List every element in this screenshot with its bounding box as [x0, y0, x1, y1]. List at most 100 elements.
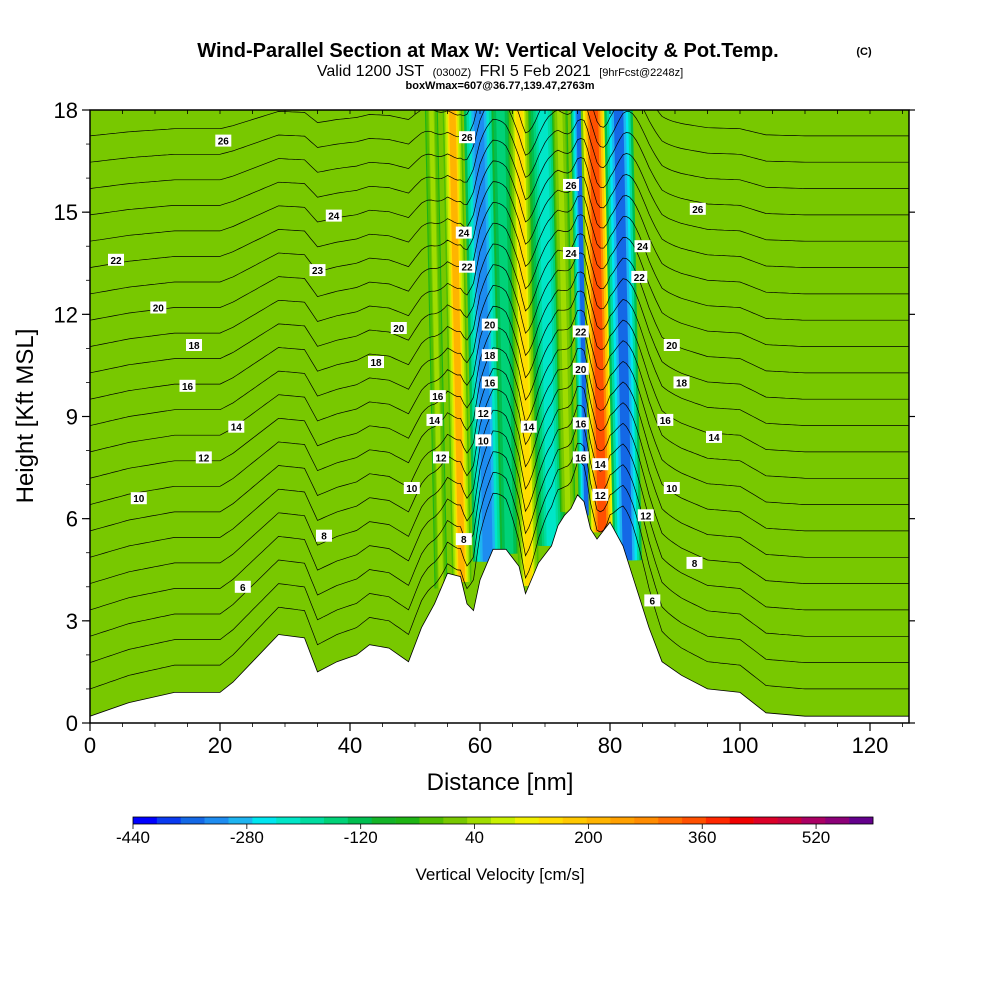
theta-label-14: 10: [130, 492, 147, 505]
theta-label-box: [686, 556, 703, 569]
theta-contour-22: [90, 118, 909, 216]
theta-label-box: [475, 407, 492, 420]
theta-contour-4: [90, 461, 909, 690]
theta-label-43: 10: [663, 482, 680, 495]
valid-time-line: Valid 1200 JST (0300Z) FRI 5 Feb 2021 [9…: [317, 63, 683, 80]
colorbar-swatch: [658, 817, 683, 824]
theta-label-1: 24: [325, 209, 342, 223]
theta-label-40: 18: [673, 376, 690, 389]
colorbar-swatch: [538, 817, 563, 824]
theta-label-24: 12: [475, 407, 492, 420]
w-band-5-level-4: [538, 110, 557, 546]
theta-label-box: [572, 362, 589, 375]
box-max-info: boxWmax=607@36.77,139.47,2763m: [406, 80, 595, 92]
theta-label-box: [592, 458, 609, 471]
theta-label-8: 16: [179, 379, 196, 393]
theta-label-text: 18: [484, 351, 496, 362]
w-band-7-level-4: [576, 110, 591, 516]
chart-title: Wind-Parallel Section at Max W: Vertical…: [197, 40, 778, 62]
theta-contour-25: [90, 110, 909, 137]
theta-label-41: 16: [657, 413, 674, 427]
theta-label-text: 6: [650, 596, 656, 607]
theta-label-5: 20: [390, 322, 407, 335]
theta-label-box: [657, 413, 674, 426]
theta-label-46: 6: [644, 594, 661, 607]
colorbar-tick-label: -280: [230, 828, 264, 847]
theta-label-text: 14: [595, 460, 607, 471]
w-band-0-level-4: [429, 110, 444, 589]
theta-label-box: [689, 202, 706, 215]
theta-label-text: 16: [660, 416, 672, 427]
colorbar-swatch: [467, 817, 492, 824]
colorbar-swatch: [371, 817, 396, 824]
theta-label-text: 14: [523, 423, 535, 434]
y-tick-label: 3: [66, 609, 78, 634]
colorbar-swatch: [133, 817, 158, 824]
theta-label-30: 22: [572, 325, 589, 338]
theta-label-text: 26: [692, 205, 704, 216]
theta-label-2: 23: [309, 264, 326, 277]
theta-label-text: 20: [575, 365, 587, 376]
theta-label-text: 8: [692, 559, 698, 570]
theta-label-text: 22: [634, 273, 646, 284]
theta-label-17: 6: [234, 580, 251, 594]
y-tick-label: 9: [66, 405, 78, 430]
theta-label-text: 14: [708, 433, 720, 444]
theta-contour-18: [90, 195, 909, 321]
theta-label-box: [325, 209, 342, 222]
theta-label-text: 24: [328, 212, 340, 223]
theta-contour-16: [90, 233, 909, 374]
theta-label-text: 22: [575, 327, 587, 338]
theta-label-32: 16: [572, 417, 589, 430]
theta-label-text: 20: [153, 304, 165, 315]
theta-label-text: 26: [218, 137, 230, 148]
x-axis-label: Distance [nm]: [427, 769, 574, 796]
theta-label-42: 14: [706, 430, 722, 444]
theta-label-text: 22: [461, 263, 473, 274]
theta-contour-11: [90, 328, 909, 505]
theta-label-23: 16: [481, 376, 498, 389]
theta-label-text: 26: [565, 181, 577, 192]
theta-label-16: 8: [316, 529, 332, 543]
theta-label-box: [475, 434, 492, 447]
theta-label-text: 8: [461, 535, 467, 546]
colorbar-swatch: [705, 817, 731, 824]
theta-label-text: 24: [458, 229, 470, 240]
theta-label-text: 20: [484, 321, 496, 332]
theta-label-13: 12: [433, 451, 449, 464]
x-tick-label: 120: [852, 733, 889, 758]
theta-label-text: 12: [198, 453, 210, 464]
theta-contour-20: [90, 157, 909, 268]
colorbar-swatch: [634, 817, 659, 824]
theta-label-33: 16: [572, 451, 589, 464]
theta-label-26: 8: [455, 533, 472, 546]
theta-label-box: [403, 482, 420, 494]
theta-label-box: [459, 260, 475, 273]
theta-label-text: 26: [461, 133, 473, 144]
theta-contours: [90, 110, 909, 690]
theta-label-35: 12: [592, 488, 609, 502]
colorbar-swatch: [419, 817, 444, 824]
theta-label-text: 18: [370, 358, 382, 369]
theta-label-text: 12: [595, 491, 607, 502]
theta-label-0: 26: [215, 134, 232, 148]
colorbar-swatch: [729, 817, 754, 824]
colorbar-tick-label: 520: [802, 828, 830, 847]
theta-label-45: 8: [686, 556, 703, 570]
colorbar-tick-label: 200: [574, 828, 602, 847]
theta-label-15: 10: [403, 482, 420, 495]
y-tick-label: 0: [66, 711, 78, 736]
colorbar-swatch: [443, 817, 468, 824]
theta-label-box: [455, 533, 472, 546]
x-tick-label: 60: [468, 733, 492, 758]
theta-label-25: 10: [475, 434, 492, 447]
x-tick-label: 40: [338, 733, 362, 758]
colorbar-swatch: [777, 817, 802, 824]
theta-label-box: [563, 178, 579, 191]
theta-label-37: 22: [631, 270, 648, 284]
theta-label-box: [215, 134, 232, 147]
theta-contour-8: [90, 385, 909, 584]
colorbar-swatch: [562, 817, 587, 824]
theta-label-text: 10: [478, 436, 490, 447]
